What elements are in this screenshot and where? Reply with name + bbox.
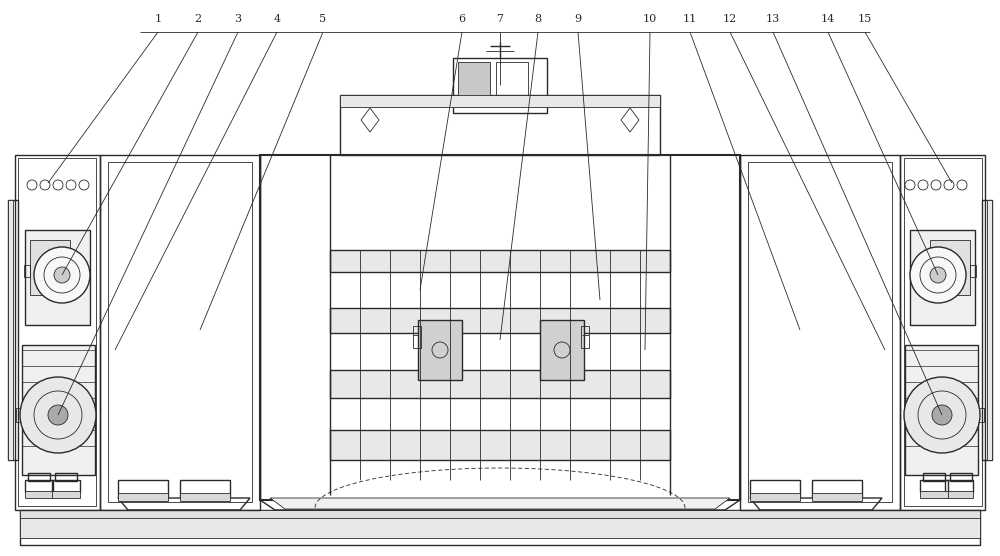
Bar [8,200,18,460]
Bar [20,510,980,520]
Bar [118,493,168,501]
Bar [16,408,22,422]
Bar [750,480,800,498]
Bar [22,345,95,475]
Bar [904,158,982,506]
Bar [330,250,670,272]
Text: 10: 10 [643,14,657,24]
Bar [8,200,13,460]
Bar [55,473,77,481]
Bar [453,58,547,113]
Bar [418,320,462,380]
Bar [28,473,50,481]
Bar [540,320,584,380]
Bar [950,473,972,481]
Text: 14: 14 [821,14,835,24]
Bar [25,230,90,325]
Text: 5: 5 [319,14,327,24]
Text: 13: 13 [766,14,780,24]
Text: 2: 2 [194,14,202,24]
Bar [20,510,980,545]
Bar [180,493,230,501]
Bar [330,370,670,398]
Text: 11: 11 [683,14,697,24]
Bar [930,240,970,295]
Bar [330,430,670,460]
Bar [118,480,168,498]
Bar [15,155,100,510]
Bar [920,480,948,492]
Bar [52,491,80,498]
Text: 6: 6 [458,14,466,24]
Bar [413,326,421,348]
Bar [458,62,490,106]
Bar [812,493,862,501]
Bar [496,62,528,106]
Bar [180,480,230,498]
Circle shape [48,405,68,425]
Circle shape [34,247,90,303]
Bar [982,200,992,460]
Bar [340,95,660,155]
Bar [978,408,984,422]
Bar [920,491,948,498]
Circle shape [932,405,952,425]
Circle shape [930,267,946,283]
Bar [18,158,96,506]
Bar [945,491,973,498]
Bar [987,200,992,460]
Bar [340,95,660,107]
Bar [52,480,80,492]
Text: 15: 15 [858,14,872,24]
Text: 8: 8 [534,14,542,24]
Bar [581,326,589,348]
Bar [923,473,945,481]
Bar [25,480,53,492]
Bar [25,491,53,498]
Bar [905,345,978,475]
Text: 1: 1 [154,14,162,24]
Bar [748,162,892,502]
Text: 3: 3 [234,14,242,24]
Text: 12: 12 [723,14,737,24]
Text: 7: 7 [496,14,504,24]
Bar [812,480,862,498]
Circle shape [910,247,966,303]
Bar [260,155,740,500]
Bar [910,230,975,325]
Circle shape [904,377,980,453]
Bar [900,155,985,510]
Polygon shape [270,498,730,509]
Bar [108,162,252,502]
Bar [100,155,260,510]
Bar [24,265,30,277]
Text: 9: 9 [574,14,582,24]
Bar [970,265,976,277]
Bar [945,480,973,492]
Circle shape [54,267,70,283]
Bar [20,518,980,538]
Bar [750,493,800,501]
Bar [740,155,900,510]
Bar [30,240,70,295]
Bar [330,308,670,333]
Text: 4: 4 [273,14,281,24]
Circle shape [20,377,96,453]
